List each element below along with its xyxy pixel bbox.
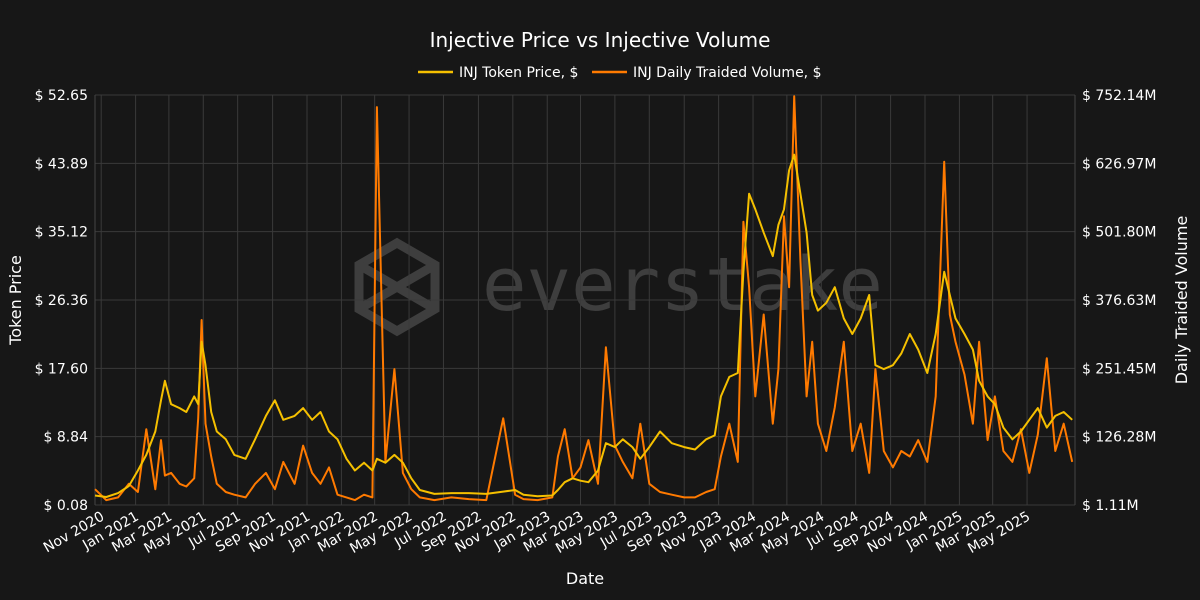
y-left-tick-label: $ 52.65 — [35, 88, 88, 104]
y-right-tick-label: $ 1.11M — [1082, 498, 1139, 514]
legend-label-volume: INJ Daily Traided Volume, $ — [633, 65, 822, 81]
y-right-tick-label: $ 501.80M — [1082, 225, 1156, 241]
x-axis-label: Date — [566, 569, 604, 588]
y-axis-left-label: Token Price — [6, 255, 25, 346]
legend: INJ Token Price, $ INJ Daily Traided Vol… — [418, 65, 822, 81]
chart-title: Injective Price vs Injective Volume — [430, 28, 771, 52]
legend-label-price: INJ Token Price, $ — [459, 65, 578, 81]
y-left-tick-label: $ 17.60 — [35, 361, 88, 377]
y-right-tick-label: $ 251.45M — [1082, 361, 1156, 377]
y-right-tick-label: $ 626.97M — [1082, 156, 1156, 172]
y-left-tick-label: $ 43.89 — [35, 156, 88, 172]
y-right-tick-label: $ 126.28M — [1082, 430, 1156, 446]
y-left-tick-label: $ 26.36 — [35, 293, 89, 309]
series-lines — [94, 95, 1074, 502]
y-left-tick-label: $ 35.12 — [35, 225, 88, 241]
left-axis-ticks: $ 0.08 $ 8.84 $ 17.60 $ 26.36 $ 35.12 $ 43.89… — [35, 88, 89, 514]
everstake-logo-icon — [354, 237, 440, 337]
y-left-tick-label: $ 0.08 — [43, 498, 88, 514]
right-axis-ticks: $ 1.11M $ 126.28M $ 251.45M $ 376.63M $ 501.… — [1082, 88, 1156, 514]
y-right-tick-label: $ 376.63M — [1082, 293, 1156, 309]
volume-series-line — [94, 95, 1074, 502]
watermark-text: everstake — [482, 242, 883, 328]
price-series-line — [94, 153, 1073, 498]
watermark: everstake — [354, 237, 883, 337]
y-axis-right-label: Daily Traided Volume — [1172, 216, 1191, 385]
y-right-tick-label: $ 752.14M — [1082, 88, 1156, 104]
y-left-tick-label: $ 8.84 — [43, 430, 88, 446]
